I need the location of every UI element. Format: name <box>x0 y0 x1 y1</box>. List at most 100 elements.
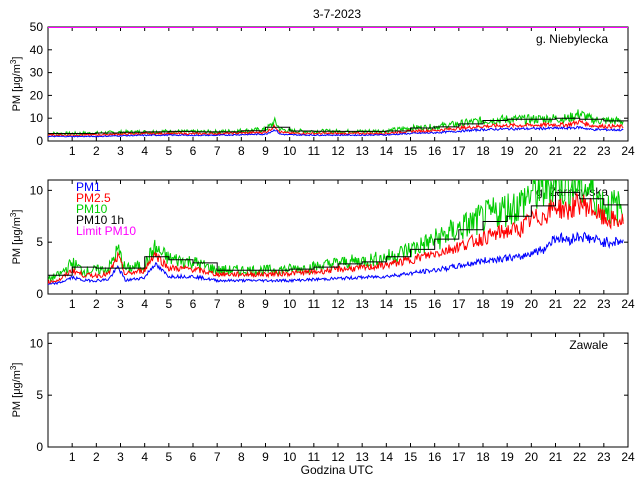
y-tick-label: 0 <box>36 287 43 301</box>
x-tick-label: 1 <box>69 450 76 464</box>
x-tick-label: 1 <box>69 297 76 311</box>
y-tick-label: 5 <box>36 388 43 402</box>
legend-entry: Limit PM10 <box>76 224 136 238</box>
x-tick-label: 1 <box>69 144 76 158</box>
x-tick-label: 13 <box>355 297 369 311</box>
x-tick-label: 20 <box>525 297 539 311</box>
y-tick-label: 10 <box>30 336 44 350</box>
y-tick-label: 5 <box>36 235 43 249</box>
legend-entry: PM10 1h <box>76 213 124 227</box>
x-tick-label: 10 <box>283 450 297 464</box>
x-tick-label: 7 <box>214 450 221 464</box>
x-tick-label: 22 <box>573 450 587 464</box>
x-tick-label: 2 <box>93 450 100 464</box>
y-tick-label: 20 <box>30 88 44 102</box>
x-tick-label: 5 <box>165 144 172 158</box>
x-tick-label: 14 <box>380 144 394 158</box>
x-tick-label: 15 <box>404 297 418 311</box>
x-tick-label: 9 <box>262 450 269 464</box>
x-tick-label: 24 <box>621 144 635 158</box>
series-line-pm25 <box>48 193 624 285</box>
x-tick-label: 17 <box>452 450 466 464</box>
x-tick-label: 18 <box>476 144 490 158</box>
x-tick-label: 18 <box>476 450 490 464</box>
y-axis-label: PM [μg/m3] <box>9 57 23 112</box>
series-line-pm10-1h <box>48 117 628 134</box>
x-tick-label: 18 <box>476 297 490 311</box>
x-tick-label: 3 <box>117 297 124 311</box>
x-tick-label: 11 <box>308 297 321 311</box>
figure-title: 3-7-2023 <box>313 7 361 21</box>
x-tick-label: 13 <box>355 450 369 464</box>
legend-entry: PM2.5 <box>76 191 111 205</box>
x-tick-label: 6 <box>190 297 197 311</box>
y-axis-label: PM [μg/m3] <box>9 363 23 418</box>
x-tick-label: 8 <box>238 297 245 311</box>
x-tick-label: 2 <box>93 297 100 311</box>
x-tick-label: 12 <box>331 297 345 311</box>
x-tick-label: 22 <box>573 144 587 158</box>
x-tick-label: 16 <box>428 450 442 464</box>
plot-frame <box>47 332 629 448</box>
x-tick-label: 21 <box>549 297 563 311</box>
x-tick-label: 6 <box>190 450 197 464</box>
x-tick-label: 9 <box>262 144 269 158</box>
y-tick-label: 10 <box>30 111 44 125</box>
x-tick-label: 10 <box>283 297 297 311</box>
y-axis-label: PM [μg/m3] <box>9 210 23 265</box>
x-tick-label: 13 <box>355 144 369 158</box>
x-tick-label: 23 <box>597 297 611 311</box>
x-tick-label: 17 <box>452 297 466 311</box>
x-tick-label: 14 <box>380 297 394 311</box>
x-tick-label: 21 <box>549 144 563 158</box>
y-tick-label: 0 <box>36 440 43 454</box>
x-tick-label: 16 <box>428 297 442 311</box>
x-tick-label: 4 <box>141 144 148 158</box>
x-tick-label: 17 <box>452 144 466 158</box>
series-line-pm10-1h <box>48 191 628 276</box>
x-tick-label: 19 <box>500 297 514 311</box>
x-tick-label: 20 <box>525 450 539 464</box>
y-tick-label: 50 <box>30 20 44 34</box>
y-tick-label: 10 <box>30 183 44 197</box>
x-tick-label: 12 <box>331 144 345 158</box>
x-tick-label: 6 <box>190 144 197 158</box>
legend-entry: PM10 <box>76 202 108 216</box>
x-tick-label: 14 <box>380 450 394 464</box>
x-tick-label: 5 <box>165 450 172 464</box>
station-label: g. Niebylecka <box>536 32 608 46</box>
x-tick-label: 3 <box>117 450 124 464</box>
x-tick-label: 11 <box>308 450 321 464</box>
series-line-pm1 <box>48 231 624 286</box>
x-tick-label: 15 <box>404 450 418 464</box>
x-tick-label: 7 <box>214 297 221 311</box>
x-tick-label: 5 <box>165 297 172 311</box>
station-label: Zawale <box>569 338 608 352</box>
x-tick-label: 8 <box>238 144 245 158</box>
legend-entry: PM1 <box>76 180 101 194</box>
x-tick-label: 10 <box>283 144 297 158</box>
x-tick-label: 19 <box>500 144 514 158</box>
x-tick-label: 19 <box>500 450 514 464</box>
x-tick-label: 2 <box>93 144 100 158</box>
x-tick-label: 20 <box>525 144 539 158</box>
x-tick-label: 16 <box>428 144 442 158</box>
x-tick-label: 15 <box>404 144 418 158</box>
x-axis-label: Godzina UTC <box>301 463 374 477</box>
x-tick-label: 11 <box>308 144 321 158</box>
x-tick-label: 23 <box>597 450 611 464</box>
x-tick-label: 8 <box>238 450 245 464</box>
x-tick-label: 4 <box>141 450 148 464</box>
x-tick-label: 21 <box>549 450 563 464</box>
x-tick-label: 9 <box>262 297 269 311</box>
x-tick-label: 24 <box>621 297 635 311</box>
x-tick-label: 24 <box>621 450 635 464</box>
x-tick-label: 4 <box>141 297 148 311</box>
series-line-pm25 <box>48 118 624 137</box>
x-tick-label: 7 <box>214 144 221 158</box>
y-tick-label: 40 <box>30 43 44 57</box>
